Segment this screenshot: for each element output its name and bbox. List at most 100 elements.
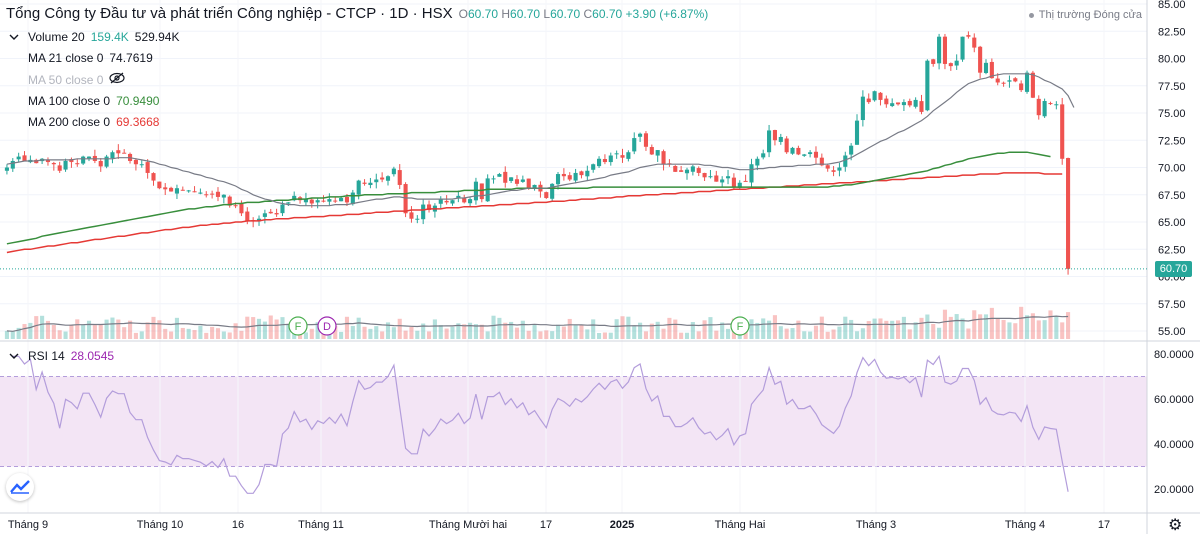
legend-ma200[interactable]: MA 200 close 0 69.3668 xyxy=(28,115,160,129)
volume-bar xyxy=(661,328,666,339)
candle-body xyxy=(210,193,215,195)
chevron-down-icon[interactable] xyxy=(6,348,22,364)
candle-body xyxy=(978,46,983,73)
volume-bar xyxy=(690,322,695,339)
candle-body xyxy=(163,187,168,190)
volume-bar xyxy=(133,332,138,339)
volume-bar xyxy=(913,322,918,339)
volume-bar xyxy=(274,319,279,339)
tradingview-logo-icon[interactable] xyxy=(6,473,34,501)
volume-ma-line xyxy=(6,315,1069,332)
candle-body xyxy=(1007,80,1012,82)
volume-bar xyxy=(567,318,572,339)
volume-bar xyxy=(872,318,877,339)
legend-rsi[interactable]: RSI 14 28.0545 xyxy=(6,348,114,364)
volume-bar xyxy=(169,331,174,339)
price-tick-label: 80.00 xyxy=(1158,54,1186,66)
volume-bar xyxy=(972,310,977,339)
volume-bar xyxy=(808,331,813,339)
symbol-title[interactable]: Tổng Công ty Đầu tư và phát triển Công n… xyxy=(6,5,453,22)
price-change: +3.90 (+6.87%) xyxy=(625,7,709,21)
volume-bar xyxy=(702,320,707,339)
volume-bar xyxy=(561,326,566,339)
candle-body xyxy=(702,172,707,178)
candle-body xyxy=(227,196,232,206)
volume-bar xyxy=(315,322,320,339)
rsi-tick-label: 80.0000 xyxy=(1154,349,1194,361)
volume-bar xyxy=(339,331,344,339)
candle-body xyxy=(749,164,754,183)
volume-bar xyxy=(878,318,883,339)
candle-body xyxy=(954,60,959,66)
candle-body xyxy=(497,174,502,177)
price-tick-label: 55.00 xyxy=(1158,326,1186,338)
candle-body xyxy=(309,199,314,204)
legend-ma50[interactable]: MA 50 close 0 xyxy=(28,72,125,87)
volume-bar xyxy=(309,328,314,339)
candle-body xyxy=(391,168,396,175)
candle-body xyxy=(16,156,21,160)
volume-bar xyxy=(245,316,250,339)
candle-body xyxy=(362,182,367,184)
volume-bar xyxy=(1036,320,1041,339)
candle-body xyxy=(356,180,361,195)
candle-body xyxy=(567,175,572,180)
candle-body xyxy=(339,198,344,202)
volume-bar xyxy=(415,330,420,339)
candle-body xyxy=(520,179,525,182)
legend-ma100[interactable]: MA 100 close 0 70.9490 xyxy=(28,94,160,108)
volume-bar xyxy=(462,324,467,339)
candle-body xyxy=(286,202,291,204)
gear-icon[interactable]: ⚙ xyxy=(1168,517,1183,534)
volume-bar xyxy=(1013,323,1018,339)
volume-bar xyxy=(749,319,754,339)
candle-body xyxy=(45,160,51,163)
candle-body xyxy=(280,204,285,214)
candles xyxy=(4,31,1071,275)
rsi-tick-label: 20.0000 xyxy=(1154,484,1194,496)
volume-bar xyxy=(485,331,490,339)
volume-bar xyxy=(796,320,801,339)
time-tick-label: 17 xyxy=(1098,519,1110,531)
candle-body xyxy=(995,78,1000,83)
time-tick-label: 17 xyxy=(540,519,552,531)
rsi-line xyxy=(12,354,1069,494)
price-tick-label: 67.50 xyxy=(1158,190,1186,202)
hidden-eye-icon[interactable] xyxy=(109,72,125,87)
volume-bar xyxy=(139,331,144,339)
candle-body xyxy=(233,205,238,207)
volume-bar xyxy=(573,324,578,339)
rsi-tick-label: 60.0000 xyxy=(1154,394,1194,406)
candle-body xyxy=(925,60,930,111)
event-marker xyxy=(288,316,308,336)
volume-bar xyxy=(374,326,379,339)
chart-header: Tổng Công ty Đầu tư và phát triển Công n… xyxy=(6,5,708,22)
candle-body xyxy=(896,102,901,105)
candle-body xyxy=(561,173,566,177)
volume-bar xyxy=(831,329,836,339)
candle-body xyxy=(626,152,631,159)
volume-bar xyxy=(468,322,473,339)
candle-body xyxy=(256,218,262,222)
volume-bar xyxy=(280,317,285,339)
price-tick-label: 72.50 xyxy=(1158,135,1186,147)
volume-bar xyxy=(344,316,350,339)
time-tick-label: Tháng 3 xyxy=(856,519,896,531)
candle-body xyxy=(139,164,144,166)
candle-body xyxy=(450,200,455,204)
legend-ma21[interactable]: MA 21 close 0 74.7619 xyxy=(28,51,153,65)
volume-bar xyxy=(983,314,989,339)
legend-volume[interactable]: Volume 20 159.4K 529.94K xyxy=(6,29,179,45)
volume-bar xyxy=(1060,322,1065,339)
chevron-down-icon[interactable] xyxy=(6,29,22,45)
volume-bar xyxy=(901,316,906,339)
volume-bar xyxy=(1048,310,1053,339)
volume-bar xyxy=(1007,322,1012,339)
volume-bar xyxy=(1042,320,1047,339)
candle-body xyxy=(550,183,555,199)
volume-bar xyxy=(45,320,51,339)
volume-bar xyxy=(526,330,531,339)
candle-body xyxy=(69,159,74,163)
